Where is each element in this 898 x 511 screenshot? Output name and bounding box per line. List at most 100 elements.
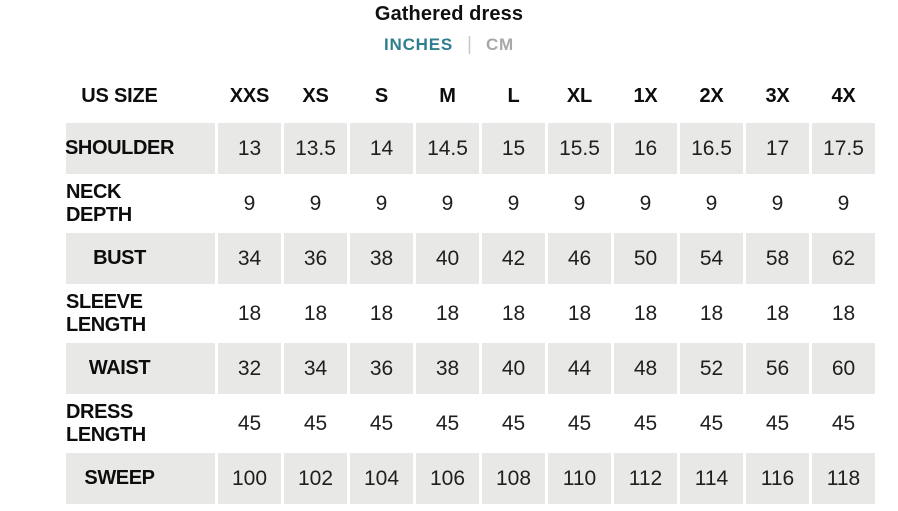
cell-value: 118 — [812, 451, 875, 506]
cell-value: 56 — [746, 341, 809, 396]
row-label: DRESS LENGTH — [66, 400, 146, 446]
cell-value: 108 — [482, 451, 545, 506]
page-title: Gathered dress — [374, 3, 524, 25]
cell-value: 16.5 — [680, 121, 743, 176]
header-cell-1x: 1X — [633, 84, 658, 107]
header-cell-xs: XS — [302, 84, 329, 107]
table-row: NECK DEPTH 9 9 9 9 9 9 9 9 9 9 — [66, 176, 875, 231]
unit-option-inches[interactable]: INCHES — [383, 35, 454, 54]
cell-value: 14.5 — [416, 121, 479, 176]
table-row: SHOULDER 13 13.5 14 14.5 15 15.5 16 16.5 17 17.5 — [65, 121, 875, 176]
cell-value: 110 — [548, 451, 611, 506]
cell-value: 15 — [482, 121, 545, 176]
cell-value: 45 — [831, 411, 856, 435]
cell-value: 13 — [218, 121, 281, 176]
cell-value: 18 — [435, 301, 460, 325]
cell-value: 106 — [416, 451, 479, 506]
cell-value: 45 — [699, 411, 724, 435]
cell-value: 18 — [699, 301, 724, 325]
cell-value: 36 — [350, 341, 413, 396]
cell-value: 45 — [765, 411, 790, 435]
cell-value: 13.5 — [284, 121, 347, 176]
cell-value: 44 — [548, 341, 611, 396]
cell-value: 15.5 — [548, 121, 611, 176]
header-cell-l: L — [507, 84, 520, 107]
header-cell-s: S — [374, 84, 389, 107]
header-cell-us-size: US SIZE — [81, 84, 158, 107]
cell-value: 14 — [350, 121, 413, 176]
cell-value: 18 — [501, 301, 526, 325]
cell-value: 50 — [614, 231, 677, 286]
size-table: US SIZE XXS XS S M L XL 1X 2X 3X 4X SHOU… — [65, 71, 875, 506]
cell-value: 45 — [633, 411, 658, 435]
cell-value: 16 — [614, 121, 677, 176]
cell-value: 48 — [614, 341, 677, 396]
cell-value: 34 — [284, 341, 347, 396]
cell-value: 18 — [765, 301, 790, 325]
cell-value: 112 — [614, 451, 677, 506]
row-label: SWEEP — [66, 451, 215, 506]
cell-value: 46 — [548, 231, 611, 286]
cell-value: 9 — [309, 191, 322, 215]
cell-value: 9 — [837, 191, 850, 215]
cell-value: 42 — [482, 231, 545, 286]
cell-value: 18 — [633, 301, 658, 325]
cell-value: 45 — [567, 411, 592, 435]
cell-value: 62 — [812, 231, 875, 286]
cell-value: 18 — [237, 301, 262, 325]
cell-value: 104 — [350, 451, 413, 506]
unit-option-cm[interactable]: CM — [485, 35, 515, 54]
cell-value: 38 — [350, 231, 413, 286]
cell-value: 116 — [746, 451, 809, 506]
cell-value: 34 — [218, 231, 281, 286]
table-header-row: US SIZE XXS XS S M L XL 1X 2X 3X 4X — [66, 71, 875, 121]
cell-value: 18 — [369, 301, 394, 325]
row-label: BUST — [66, 231, 215, 286]
header-cell-2x: 2X — [699, 84, 724, 107]
cell-value: 9 — [507, 191, 520, 215]
cell-value: 45 — [237, 411, 262, 435]
table-row: SWEEP 100 102 104 106 108 110 112 114 116 118 — [66, 451, 875, 506]
cell-value: 58 — [746, 231, 809, 286]
cell-value: 60 — [812, 341, 875, 396]
cell-value: 17.5 — [812, 121, 875, 176]
table-row: BUST 34 36 38 40 42 46 50 54 58 62 — [66, 231, 875, 286]
cell-value: 32 — [218, 341, 281, 396]
cell-value: 9 — [573, 191, 586, 215]
cell-value: 17 — [746, 121, 809, 176]
cell-value: 54 — [680, 231, 743, 286]
cell-value: 40 — [482, 341, 545, 396]
table-row: WAIST 32 34 36 38 40 44 48 52 56 60 — [66, 341, 875, 396]
cell-value: 52 — [680, 341, 743, 396]
unit-toggle: INCHES | CM — [0, 34, 898, 56]
cell-value: 38 — [416, 341, 479, 396]
cell-value: 45 — [303, 411, 328, 435]
cell-value: 40 — [416, 231, 479, 286]
cell-value: 9 — [639, 191, 652, 215]
cell-value: 9 — [441, 191, 454, 215]
row-label: NECK DEPTH — [66, 180, 132, 226]
header-cell-3x: 3X — [765, 84, 790, 107]
unit-toggle-divider: | — [467, 34, 472, 55]
cell-value: 45 — [435, 411, 460, 435]
table-row: DRESS LENGTH 45 45 45 45 45 45 45 45 45 45 — [66, 396, 875, 451]
cell-value: 9 — [375, 191, 388, 215]
table-row: SLEEVE LENGTH 18 18 18 18 18 18 18 18 18 18 — [66, 286, 875, 341]
table-body: SHOULDER 13 13.5 14 14.5 15 15.5 16 16.5 17 17.5 NE… — [65, 121, 875, 506]
cell-value: 36 — [284, 231, 347, 286]
size-chart-page: Gathered dress INCHES | CM US SIZE XXS X… — [0, 3, 898, 506]
cell-value: 9 — [771, 191, 784, 215]
row-label: SLEEVE LENGTH — [66, 290, 146, 336]
cell-value: 9 — [705, 191, 718, 215]
header-cell-m: M — [439, 84, 456, 107]
header-cell-xl: XL — [566, 84, 593, 107]
cell-value: 9 — [243, 191, 256, 215]
cell-value: 102 — [284, 451, 347, 506]
header-cell-4x: 4X — [831, 84, 856, 107]
cell-value: 114 — [680, 451, 743, 506]
cell-value: 18 — [567, 301, 592, 325]
cell-value: 18 — [831, 301, 856, 325]
row-label: WAIST — [66, 341, 215, 396]
cell-value: 45 — [369, 411, 394, 435]
cell-value: 100 — [218, 451, 281, 506]
